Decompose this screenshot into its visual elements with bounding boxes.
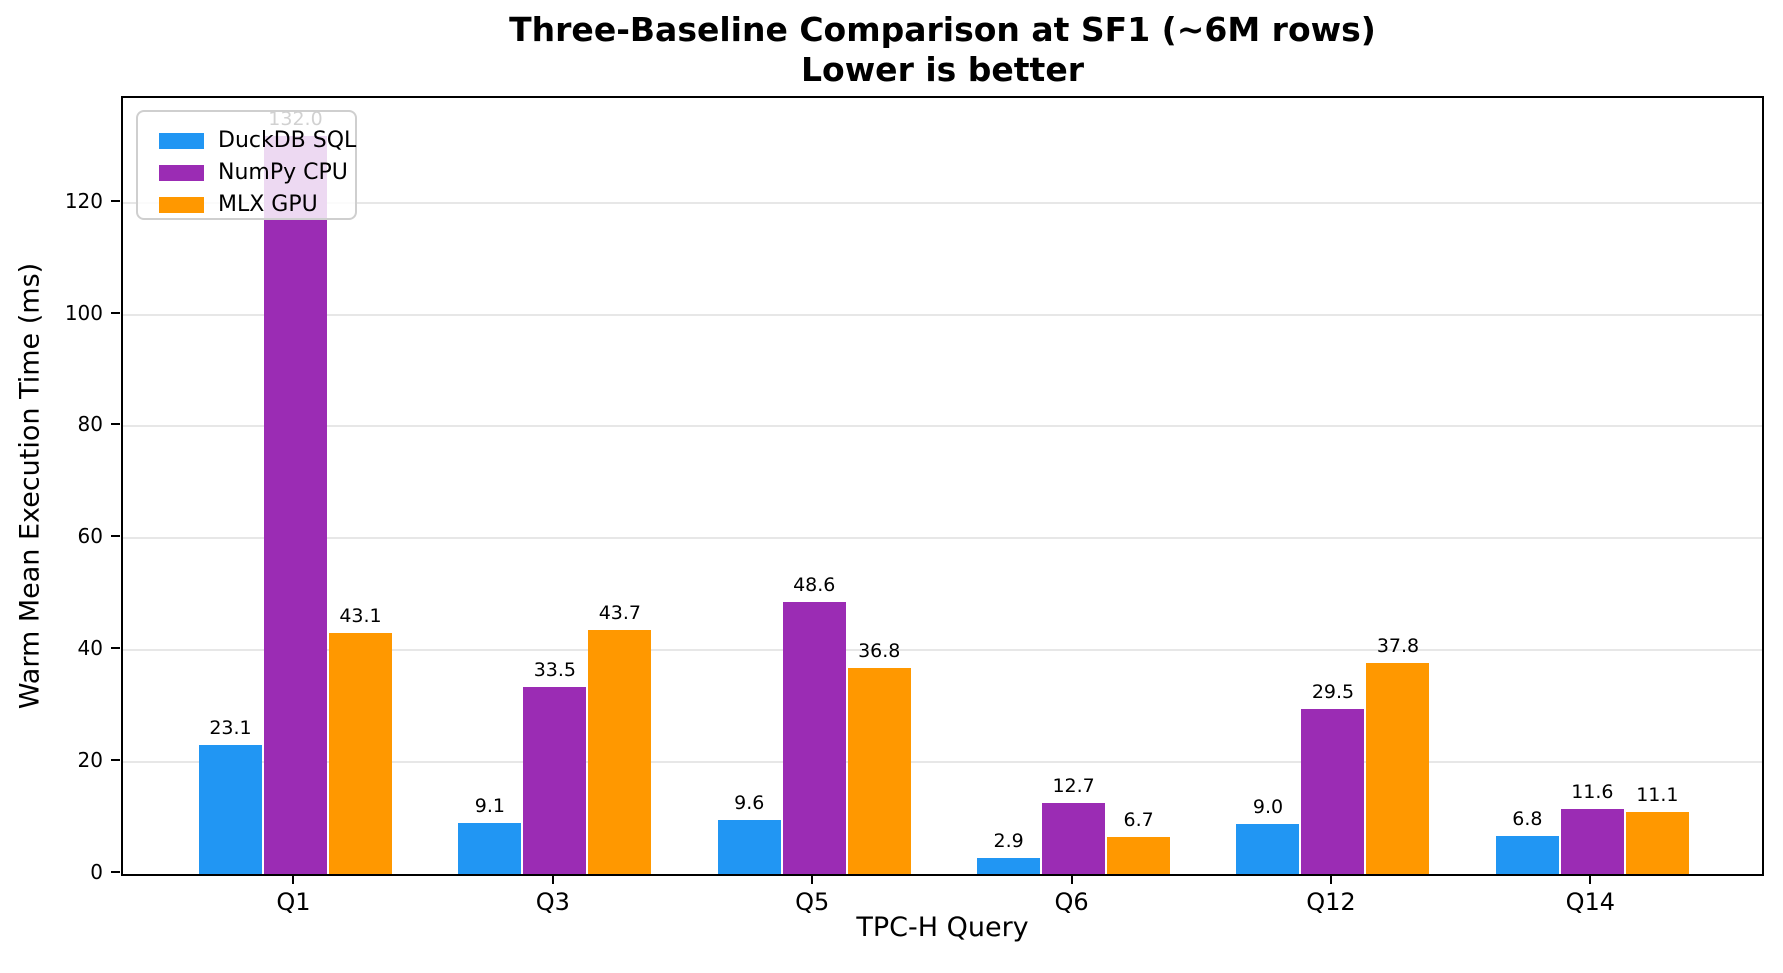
bar-value-label-Q1-mlx-gpu: 43.1 bbox=[339, 604, 382, 627]
y-tick-label-80: 80 bbox=[77, 412, 103, 437]
y-tick-mark-0 bbox=[111, 871, 120, 873]
bar-value-label-Q6-duckdb-sql: 2.9 bbox=[993, 829, 1024, 852]
y-tick-label-100: 100 bbox=[64, 300, 103, 325]
bar-value-label-Q6-mlx-gpu: 6.7 bbox=[1123, 808, 1154, 831]
bar-Q3-duckdb-sql bbox=[458, 823, 522, 874]
gridline-20 bbox=[123, 761, 1762, 764]
legend-label-duckdb: DuckDB SQL bbox=[218, 128, 357, 153]
x-tick-mark-Q12 bbox=[1329, 875, 1332, 884]
bar-Q5-duckdb-sql bbox=[717, 820, 781, 874]
x-tick-mark-Q1 bbox=[292, 875, 295, 884]
y-tick-mark-60 bbox=[111, 535, 120, 538]
legend-swatch-numpy bbox=[159, 165, 204, 181]
bar-Q6-mlx-gpu bbox=[1107, 836, 1171, 874]
y-tick-label-120: 120 bbox=[64, 188, 103, 213]
bar-Q12-duckdb-sql bbox=[1236, 823, 1300, 874]
y-tick-label-20: 20 bbox=[77, 748, 103, 773]
y-tick-label-60: 60 bbox=[77, 524, 103, 549]
bar-value-label-Q12-mlx-gpu: 37.8 bbox=[1376, 634, 1420, 657]
bar-value-label-Q6-numpy-cpu: 12.7 bbox=[1052, 774, 1095, 797]
bar-Q12-mlx-gpu bbox=[1366, 662, 1430, 874]
legend-label-numpy: NumPy CPU bbox=[218, 160, 348, 185]
x-tick-mark-Q3 bbox=[551, 875, 554, 884]
legend-swatch-mlx bbox=[159, 197, 204, 213]
bar-value-label-Q1-duckdb-sql: 23.1 bbox=[209, 716, 252, 739]
bar-value-label-Q5-duckdb-sql: 9.6 bbox=[734, 792, 765, 815]
bar-value-label-Q3-duckdb-sql: 9.1 bbox=[474, 795, 505, 818]
chart-title-line1: Three-Baseline Comparison at SF1 (~6M ro… bbox=[509, 10, 1376, 49]
x-tick-label-Q12: Q12 bbox=[1306, 888, 1356, 916]
y-tick-label-40: 40 bbox=[77, 636, 103, 661]
bar-value-label-Q12-numpy-cpu: 29.5 bbox=[1311, 680, 1355, 703]
bar-Q3-mlx-gpu bbox=[588, 629, 652, 874]
bar-value-label-Q5-numpy-cpu: 48.6 bbox=[793, 574, 836, 597]
bar-Q6-numpy-cpu bbox=[1042, 802, 1106, 874]
y-tick-mark-20 bbox=[111, 759, 120, 762]
x-tick-mark-Q5 bbox=[811, 875, 814, 884]
x-tick-mark-Q6 bbox=[1070, 875, 1073, 884]
x-tick-mark-Q14 bbox=[1589, 875, 1592, 884]
bar-Q14-numpy-cpu bbox=[1560, 809, 1624, 874]
x-tick-label-Q14: Q14 bbox=[1565, 888, 1616, 916]
legend-swatch-duckdb bbox=[159, 133, 204, 149]
gridline-40 bbox=[123, 649, 1762, 652]
x-tick-label-Q6: Q6 bbox=[1054, 888, 1089, 916]
legend-item-duckdb: DuckDB SQL bbox=[159, 125, 357, 157]
bar-Q3-numpy-cpu bbox=[523, 686, 587, 874]
legend-item-mlx: MLX GPU bbox=[159, 189, 355, 221]
gridline-100 bbox=[123, 313, 1762, 316]
legend-label-mlx: MLX GPU bbox=[218, 192, 318, 217]
bar-value-label-Q14-numpy-cpu: 11.6 bbox=[1571, 781, 1614, 804]
x-tick-label-Q5: Q5 bbox=[795, 888, 830, 916]
bar-Q5-numpy-cpu bbox=[782, 602, 846, 874]
gridline-60 bbox=[123, 537, 1762, 540]
legend: DuckDB SQL NumPy CPU MLX GPU bbox=[136, 110, 357, 220]
chart-title: Three-Baseline Comparison at SF1 (~6M ro… bbox=[121, 10, 1764, 90]
bar-value-label-Q3-mlx-gpu: 43.7 bbox=[598, 601, 642, 624]
gridline-120 bbox=[123, 201, 1762, 204]
gridline-80 bbox=[123, 425, 1762, 428]
x-axis-label: TPC-H Query bbox=[856, 912, 1029, 943]
chart-title-line2: Lower is better bbox=[801, 50, 1084, 89]
bar-Q1-numpy-cpu bbox=[263, 135, 327, 874]
y-tick-mark-100 bbox=[111, 311, 120, 314]
bar-Q1-mlx-gpu bbox=[328, 632, 392, 874]
bar-Q5-mlx-gpu bbox=[847, 668, 911, 874]
bar-Q12-numpy-cpu bbox=[1301, 708, 1365, 874]
x-tick-label-Q3: Q3 bbox=[535, 888, 570, 916]
bar-value-label-Q5-mlx-gpu: 36.8 bbox=[858, 640, 901, 663]
bar-value-label-Q12-duckdb-sql: 9.0 bbox=[1252, 795, 1284, 818]
bar-value-label-Q3-numpy-cpu: 33.5 bbox=[533, 658, 577, 681]
plot-area: DuckDB SQL NumPy CPU MLX GPU 23.1132.043… bbox=[121, 96, 1764, 876]
y-tick-mark-80 bbox=[111, 423, 120, 426]
bar-Q1-duckdb-sql bbox=[198, 744, 262, 874]
y-tick-mark-40 bbox=[111, 647, 120, 650]
bar-Q14-mlx-gpu bbox=[1625, 811, 1689, 874]
bar-value-label-Q14-mlx-gpu: 11.1 bbox=[1636, 783, 1679, 806]
bar-Q14-duckdb-sql bbox=[1495, 835, 1559, 874]
y-tick-mark-120 bbox=[111, 199, 120, 202]
bar-Q6-duckdb-sql bbox=[977, 857, 1041, 874]
legend-item-numpy: NumPy CPU bbox=[159, 157, 355, 189]
x-tick-label-Q1: Q1 bbox=[276, 888, 311, 916]
bar-value-label-Q14-duckdb-sql: 6.8 bbox=[1512, 807, 1543, 830]
y-tick-label-0: 0 bbox=[90, 860, 103, 884]
